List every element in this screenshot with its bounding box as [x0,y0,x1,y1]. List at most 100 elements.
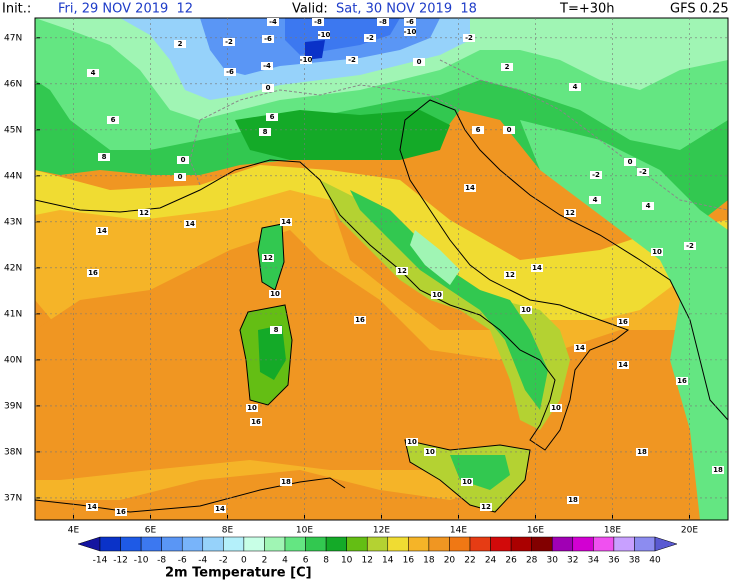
contour-label: -2 [686,242,694,250]
colorbar-box [490,536,512,552]
colorbar-tick: 40 [649,556,661,566]
contour-label: 8 [102,153,107,161]
contour-label: 16 [116,508,126,516]
contour-label-bg [520,306,532,314]
contour-label: 10 [270,290,280,298]
contour-label-bg [312,18,324,26]
contour-label-bg [567,496,579,504]
contour-label-bg [636,448,648,456]
contour-label-bg [346,56,358,64]
colorbar-tick: -4 [198,556,207,566]
contour-label: -6 [226,68,234,76]
lat-label: 41N [4,309,22,319]
contour-label: 18 [568,496,578,504]
contour-label: 16 [88,269,98,277]
contour-label: 14 [532,264,542,272]
colorbar-tick: 36 [608,556,620,566]
colorbar-box [572,536,594,552]
contour-label-bg [617,361,629,369]
colorbar-box [449,536,471,552]
colorbar-arrow-high [654,536,678,552]
contour-label: 12 [565,209,575,217]
colorbar-box [551,536,574,552]
lon-label: 8E [222,526,234,536]
colorbar-tick: 0 [241,556,247,566]
colorbar-tick: 34 [588,556,600,566]
contour-label-bg [174,40,186,48]
colorbar-tick: -8 [157,556,166,566]
lat-label: 37N [4,493,22,503]
colorbar-box [120,536,142,552]
lat-label: 39N [4,401,22,411]
colorbar-tick: 6 [303,556,309,566]
contour-label: 0 [507,126,512,134]
contour-label: 16 [677,377,687,385]
colorbar-tick: 14 [382,556,394,566]
colorbar-box [202,536,224,552]
contour-label: 2 [178,40,183,48]
colorbar-box [408,536,430,552]
contour-label: -2 [348,56,356,64]
contour-label-bg [300,56,312,64]
contour-label-bg [617,318,629,326]
contour-label-bg [404,28,416,36]
contour-label: 14 [465,184,475,192]
colorbar-box [223,536,245,552]
lon-label: 12E [373,526,390,536]
contour-label-bg [637,168,649,176]
contour-label: -4 [263,62,271,70]
lat-label: 43N [4,217,22,227]
contour-label-bg [550,404,562,412]
contour-label: 14 [575,344,585,352]
contour-label-bg [270,326,282,334]
contour-label-bg [472,126,484,134]
contour-label-bg [267,18,279,26]
contour-label-bg [531,264,543,272]
contour-label-bg [138,209,150,217]
colorbar-tick: 12 [361,556,372,566]
contour-label: -6 [406,18,414,26]
contour-label-bg [377,18,389,26]
contour-label: 4 [91,69,96,77]
header-text: Fri, 29 NOV 2019 12 [58,2,193,17]
contour-label-bg [424,448,436,456]
contour-label: 16 [251,418,261,426]
contour-label: 12 [139,209,149,217]
contour-label: 2 [505,63,510,71]
contour-label-bg [354,316,366,324]
contour-label: -2 [592,171,600,179]
contour-label: 12 [481,503,491,511]
contour-label: -2 [639,168,647,176]
contour-label: -2 [366,34,374,42]
contour-label-bg [246,404,258,412]
contour-label-bg [676,377,688,385]
colorbar-tick: -6 [178,556,187,566]
contour-label-bg [624,158,636,166]
contour-label: -10 [300,56,313,64]
colorbar-box [428,536,450,552]
colorbar-box [366,536,389,552]
contour-label: 14 [618,361,628,369]
contour-label-bg [431,291,443,299]
contour-label-bg [503,126,515,134]
header-text: Init.: [2,2,31,17]
contour-label-bg [574,344,586,352]
colorbar-box [531,536,553,552]
colorbar-tick: 16 [403,556,415,566]
contour-label-bg [261,62,273,70]
contour-label: 10 [551,404,561,412]
lon-label: 10E [296,526,313,536]
contour-label: -2 [465,34,473,42]
contour-label: 8 [274,326,279,334]
colorbar-tick: 30 [546,556,558,566]
contour-label-bg [464,184,476,192]
contour-label-bg [564,209,576,217]
colorbar-tick: 20 [444,556,456,566]
contour-label-bg [96,227,108,235]
colorbar-box [510,536,532,552]
lat-label: 40N [4,355,22,365]
contour-label: 16 [355,316,365,324]
colorbar-box [325,536,347,552]
lat-label: 42N [4,263,22,273]
contour-label: 0 [417,58,422,66]
